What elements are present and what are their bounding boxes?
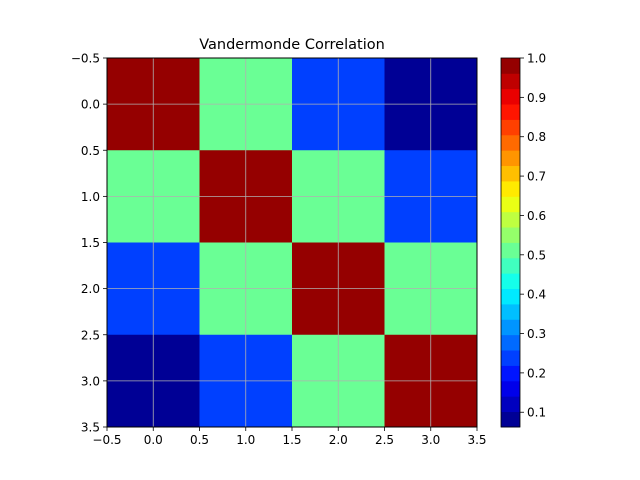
y-tick-label: 0.0 (81, 98, 100, 112)
colorbar-tick-label: 0.6 (527, 209, 546, 223)
colorbar-segment (501, 411, 520, 428)
colorbar-segment (501, 273, 520, 290)
colorbar: 0.1 0.2 0.3 0.4 0.5 0.6 0.7 0.8 0.9 1.0 (500, 52, 546, 428)
y-axis: −0.5 0.0 0.5 1.0 1.5 2.0 2.5 3.0 3.5 (71, 52, 107, 435)
x-tick-label: −0.5 (92, 433, 121, 447)
colorbar-segment (501, 88, 520, 105)
colorbar-segment (501, 150, 520, 167)
x-tick-label: 1.5 (282, 433, 301, 447)
colorbar-segment (501, 242, 520, 259)
y-tick-label: 3.5 (81, 421, 100, 435)
x-tick-label: 3.5 (467, 433, 486, 447)
colorbar-segment (501, 119, 520, 136)
x-tick-label: 2.0 (329, 433, 348, 447)
x-axis: −0.5 0.0 0.5 1.0 1.5 2.0 2.5 3.0 3.5 (92, 427, 487, 447)
y-tick-label: 1.0 (81, 190, 100, 204)
chart-title: Vandermonde Correlation (199, 37, 385, 53)
y-tick-label: 3.0 (81, 374, 100, 388)
y-tick-label: −0.5 (71, 52, 100, 66)
colorbar-tick-label: 0.7 (527, 170, 546, 184)
colorbar-segment (501, 134, 520, 151)
colorbar-segment (501, 334, 520, 351)
colorbar-segment (501, 257, 520, 274)
colorbar-tick-label: 0.8 (527, 130, 546, 144)
colorbar-frame (500, 57, 521, 428)
x-tick-label: 0.5 (190, 433, 209, 447)
colorbar-segment (501, 73, 520, 90)
colorbar-segment (501, 319, 520, 336)
colorbar-tick-label: 1.0 (527, 52, 546, 66)
colorbar-tick-label: 0.5 (527, 248, 546, 262)
colorbar-tick-label: 0.9 (527, 91, 546, 105)
x-tick-label: 3.0 (421, 433, 440, 447)
colorbar-segment (501, 58, 520, 74)
colorbar-segment (501, 396, 520, 413)
colorbar-segment (501, 165, 520, 182)
colorbar-tick-label: 0.1 (527, 406, 546, 420)
y-tick-label: 2.0 (81, 282, 100, 296)
colorbar-segment (501, 181, 520, 197)
y-tick-label: 0.5 (81, 144, 100, 158)
x-tick-label: 2.5 (375, 433, 394, 447)
colorbar-segment (501, 350, 520, 366)
colorbar-segment (501, 227, 520, 243)
y-tick-label: 2.5 (81, 328, 100, 342)
colorbar-segment (501, 196, 520, 213)
colorbar-segment (501, 288, 520, 305)
heatmap-cells (107, 58, 478, 428)
colorbar-tick-label: 0.3 (527, 327, 546, 341)
colorbar-segment (501, 104, 520, 120)
x-tick-label: 1.0 (236, 433, 255, 447)
colorbar-segment (501, 365, 520, 382)
colorbar-segment (501, 304, 520, 320)
colorbar-segment (501, 211, 520, 228)
colorbar-segment (501, 380, 520, 397)
grid-lines (107, 58, 477, 427)
x-tick-label: 0.0 (144, 433, 163, 447)
colorbar-tick-label: 0.2 (527, 366, 546, 380)
y-tick-label: 1.5 (81, 236, 100, 250)
colorbar-tick-label: 0.4 (527, 288, 546, 302)
